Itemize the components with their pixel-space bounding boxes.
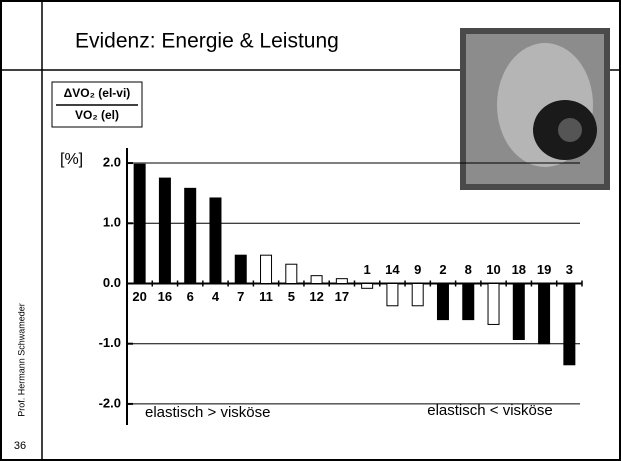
bar: [159, 178, 170, 283]
y-tick-label: -2.0: [99, 395, 121, 410]
y-tick-label: 0.0: [103, 275, 121, 290]
x-tick-label: 11: [259, 289, 273, 304]
bar: [336, 279, 347, 284]
bar: [463, 283, 474, 319]
x-tick-label: 10: [486, 262, 500, 277]
x-tick-label: 5: [288, 289, 295, 304]
y-tick-label: 1.0: [103, 215, 121, 230]
bar: [513, 283, 524, 339]
slide-title: Evidenz: Energie & Leistung: [75, 30, 339, 53]
x-tick-label: 17: [335, 289, 349, 304]
page-number: 36: [14, 440, 26, 452]
bar: [387, 283, 398, 305]
bar: [539, 283, 550, 343]
photo-valve: [558, 118, 582, 142]
bar: [134, 164, 145, 283]
unit-label: [%]: [60, 151, 83, 168]
x-tick-label: 20: [132, 289, 146, 304]
y-tick-label: -1.0: [99, 335, 121, 350]
x-tick-label: 19: [537, 262, 551, 277]
bar: [210, 198, 221, 284]
bar: [261, 255, 272, 283]
x-tick-label: 16: [158, 289, 172, 304]
author: Prof. Hermann Schwameder: [16, 303, 26, 417]
bar: [235, 255, 246, 283]
ylabel-numerator: ΔVO₂ (el-vi): [64, 86, 131, 100]
x-tick-label: 7: [237, 289, 244, 304]
slide: Evidenz: Energie & Leistung Prof. Herman…: [0, 0, 621, 461]
bar: [362, 283, 373, 288]
x-tick-label: 12: [309, 289, 323, 304]
x-tick-label: 14: [385, 262, 400, 277]
bar: [437, 283, 448, 319]
y-tick-label: 2.0: [103, 154, 121, 169]
bar: [488, 283, 499, 324]
bar: [564, 283, 575, 364]
x-tick-label: 4: [212, 289, 220, 304]
annotation: elastisch < visköse: [427, 402, 552, 419]
x-tick-label: 9: [414, 262, 421, 277]
annotation: elastisch > visköse: [145, 404, 270, 421]
bar: [311, 276, 322, 284]
bar: [286, 264, 297, 283]
x-tick-label: 8: [465, 262, 472, 277]
x-tick-label: 3: [566, 262, 573, 277]
photo: [460, 28, 610, 190]
bar: [185, 188, 196, 283]
bar: [412, 283, 423, 305]
x-tick-label: 18: [512, 262, 526, 277]
x-tick-label: 6: [187, 289, 194, 304]
ylabel-denominator: VO₂ (el): [75, 108, 119, 122]
x-tick-label: 2: [439, 262, 446, 277]
x-tick-label: 1: [364, 262, 371, 277]
